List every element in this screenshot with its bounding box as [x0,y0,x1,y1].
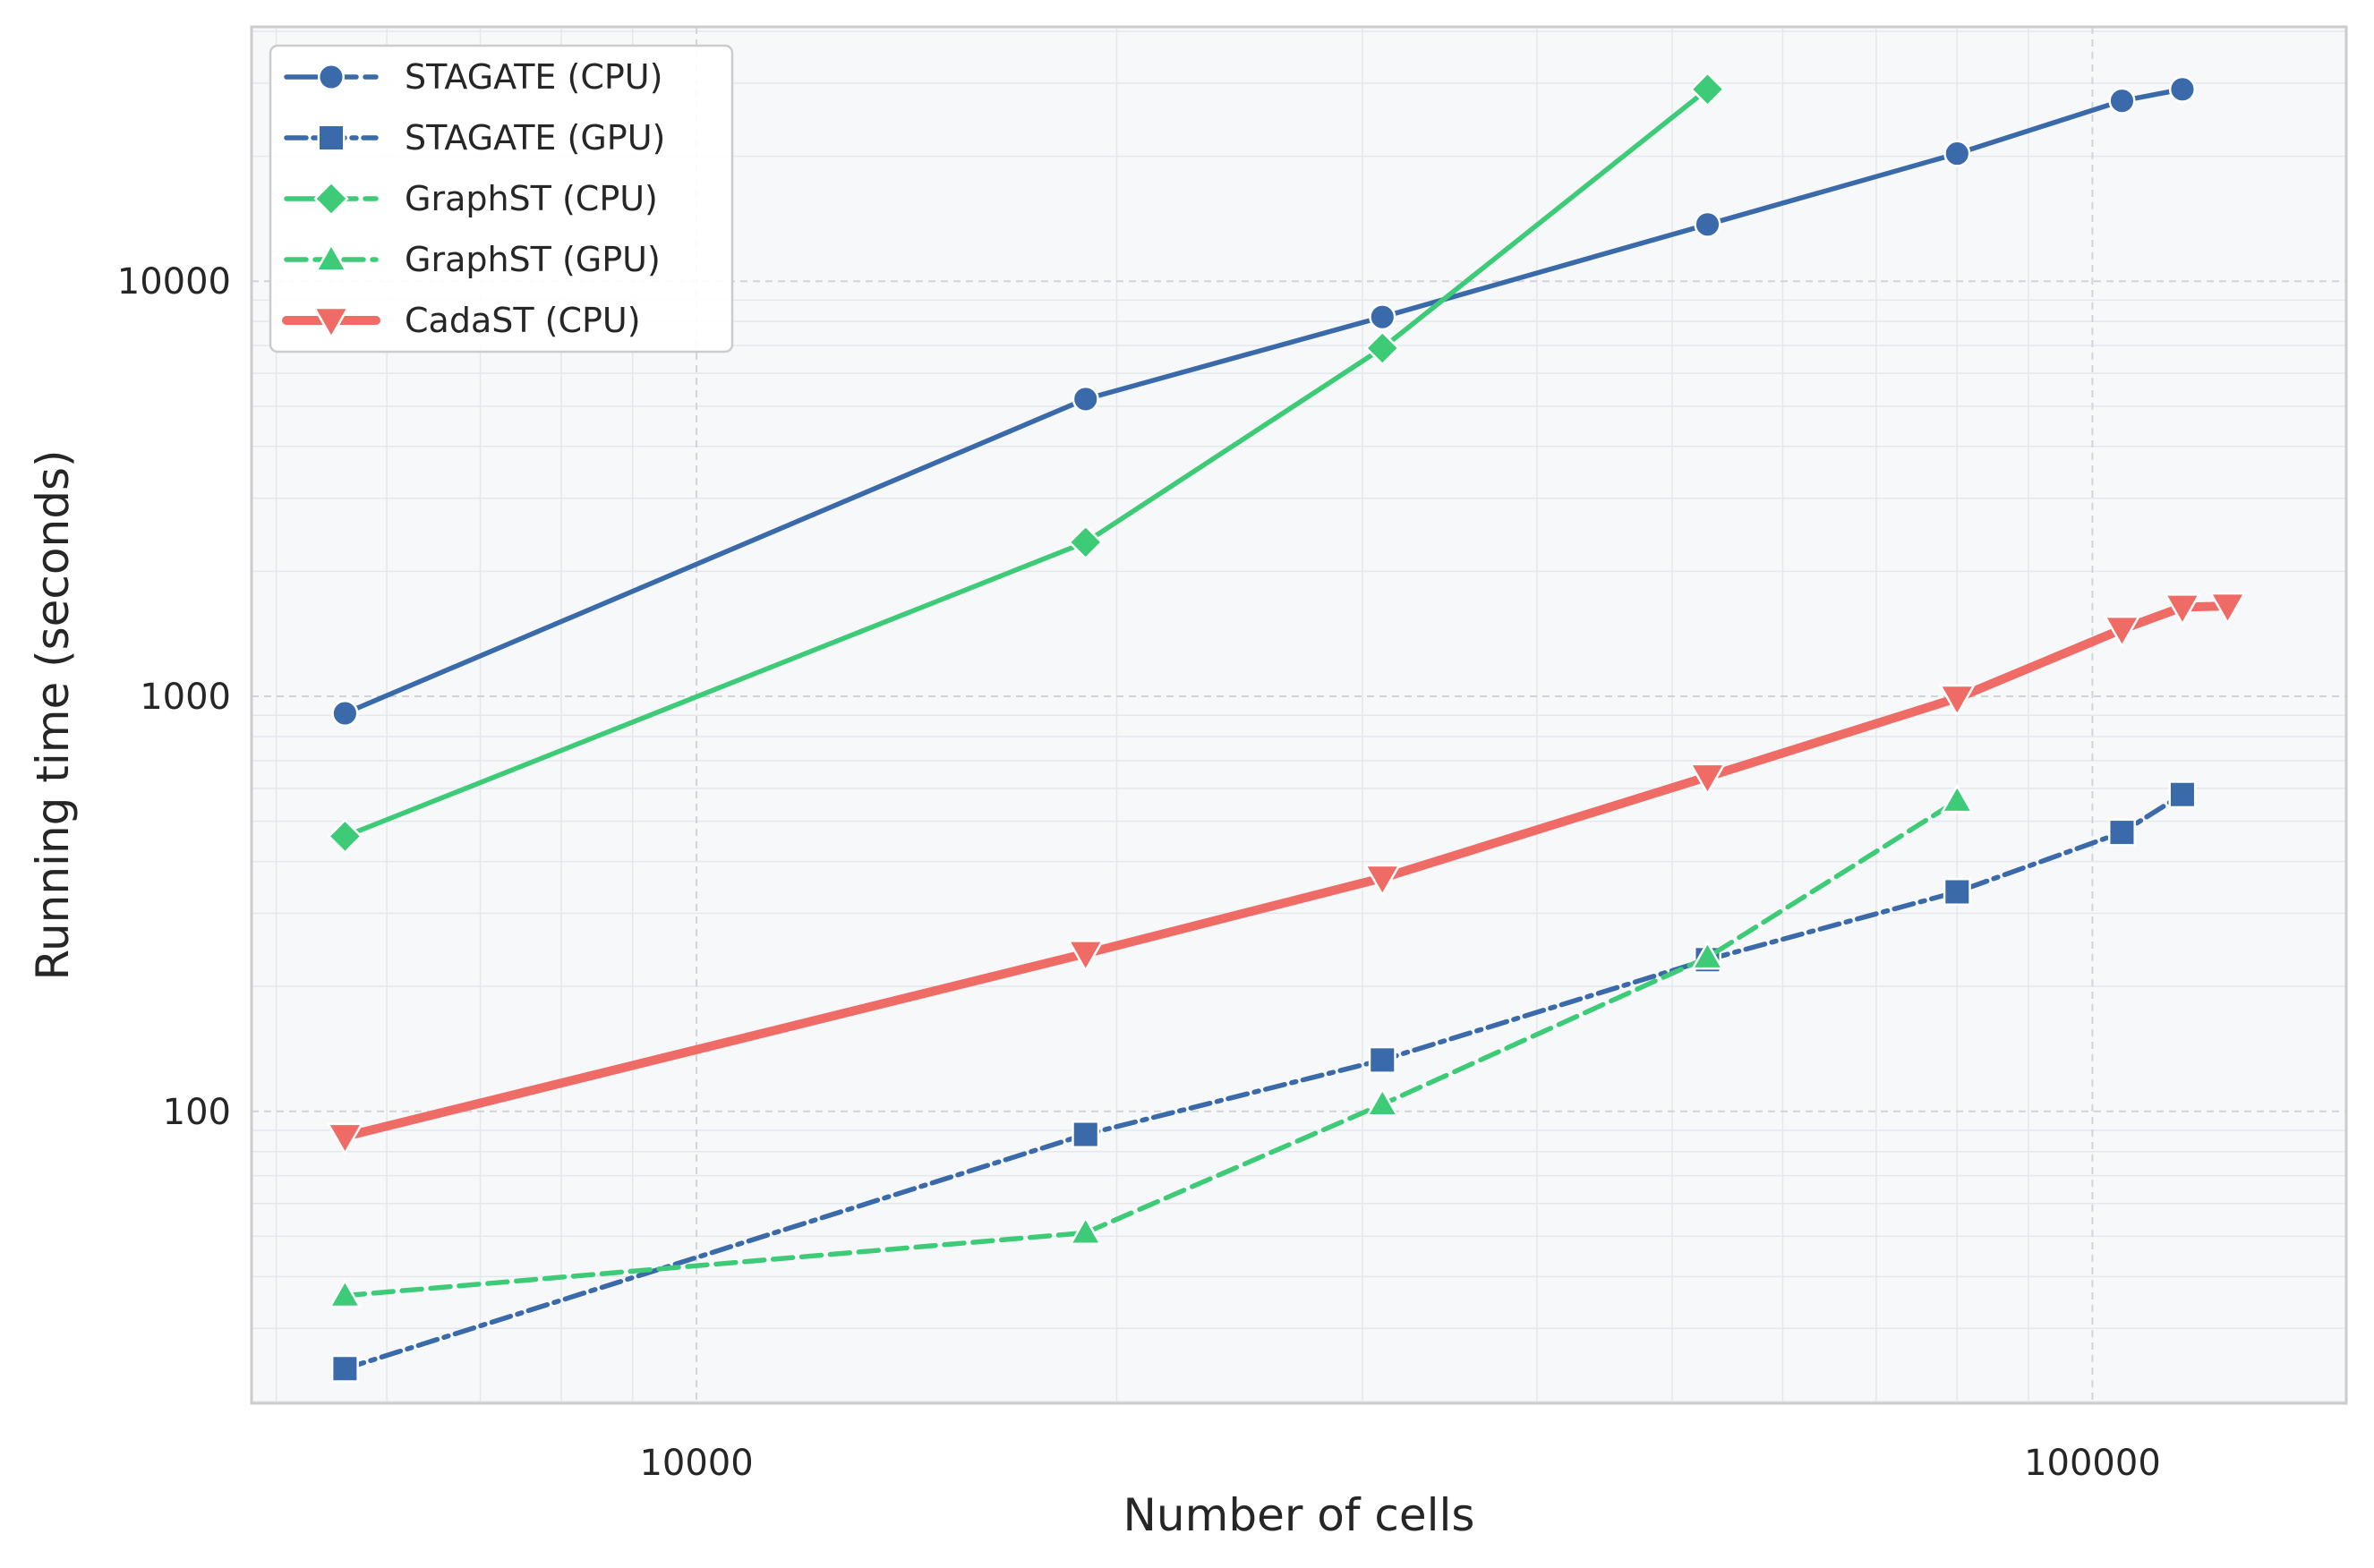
legend-label: CadaST (CPU) [405,301,641,340]
legend[interactable]: STAGATE (CPU) STAGATE (GPU) GraphST (CPU) G… [269,44,734,354]
data-point [1365,1087,1399,1117]
series-stagate-cpu [331,75,2197,728]
x-tick-label: 100000 [2024,1443,2161,1484]
x-axis-label: Number of cells [1123,1489,1475,1541]
data-point [1066,940,1105,973]
data-point [1072,385,1099,413]
data-point [1688,763,1727,797]
data-point [1072,1121,1100,1149]
data-point [1364,330,1401,366]
data-point [2168,780,2197,809]
legend-item[interactable]: STAGATE (CPU) [284,57,662,97]
legend-marker [317,63,346,91]
legend-marker [317,124,346,152]
data-point [1369,303,1396,331]
legend-label: GraphST (CPU) [405,179,658,218]
legend-marker [313,181,349,217]
data-point [1368,1045,1396,1074]
data-point [1069,1215,1103,1246]
data-point [2108,87,2136,115]
x-tick-label: 10000 [639,1443,753,1484]
data-point [1694,210,1721,238]
data-point [2103,615,2141,649]
data-point [1943,877,1971,906]
series-line [342,86,1711,839]
data-point [2107,818,2136,847]
data-point [327,818,363,855]
plot-frame [250,25,2348,1405]
series-graphst-gpu [328,783,1974,1308]
y-tick-label: 100 [163,1092,231,1133]
data-point [2168,75,2197,103]
data-point [1689,71,1726,107]
data-point [328,1278,363,1308]
data-point [1938,684,1977,718]
legend-marker [312,306,350,340]
data-point [1690,940,1725,970]
legend-box [269,44,734,354]
data-point [1363,864,1402,898]
data-point [2208,592,2247,626]
legend-item[interactable]: CadaST (CPU) [282,301,641,340]
data-point [2164,593,2201,626]
data-point [1067,524,1104,560]
data-point [331,699,359,728]
series-group [326,71,2247,1383]
legend-item[interactable]: STAGATE (GPU) [284,118,665,158]
legend-marker [314,242,348,272]
data-point [326,1122,364,1156]
data-point [1940,783,1974,814]
legend-label: STAGATE (GPU) [405,118,665,158]
y-tick-label: 1000 [140,677,231,718]
series-cadast-cpu [326,592,2247,1156]
data-point [330,1354,359,1383]
legend-label: STAGATE (CPU) [405,57,662,97]
legend-item[interactable]: GraphST (CPU) [284,179,658,218]
y-tick-label: 10000 [117,261,231,303]
y-axis-label: Running time (seconds) [27,449,79,980]
data-point [1943,140,1971,167]
legend-label: GraphST (GPU) [405,240,661,279]
series-graphst-cpu [327,71,1726,855]
series-line [340,601,2233,1141]
legend-item[interactable]: GraphST (GPU) [284,240,661,279]
tick-labels: 10000 100000 100 1000 10000 [117,261,2161,1484]
